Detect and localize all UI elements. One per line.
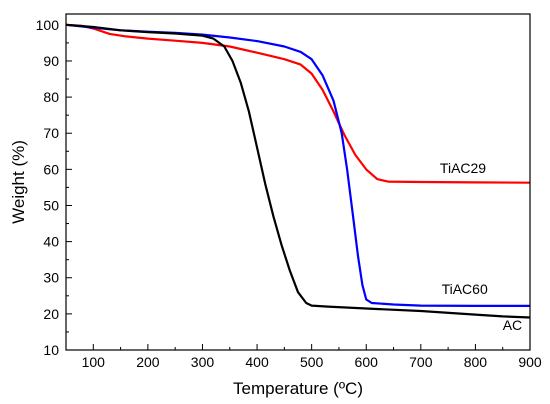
series-line-tiac29: [65, 23, 531, 184]
series-labels: TiAC29 TiAC60 AC: [440, 160, 522, 333]
y-tick-label: 40: [43, 234, 59, 250]
y-tick-label: 80: [43, 89, 59, 105]
y-tick-label: 10: [43, 342, 59, 358]
x-tick-label: 200: [136, 354, 160, 370]
y-tick-label: 60: [43, 161, 59, 177]
x-tick-label: 100: [82, 354, 106, 370]
y-tick-label: 70: [43, 125, 59, 141]
y-tick-label: 50: [43, 197, 59, 213]
series-layer: [65, 23, 531, 319]
x-tick-label: 900: [518, 354, 542, 370]
y-axis-title: Weight (%): [9, 140, 28, 224]
plot-frame: [65, 13, 531, 351]
x-tick-label: 800: [464, 354, 488, 370]
y-tick-label: 90: [43, 53, 59, 69]
x-tick-label: 500: [300, 354, 324, 370]
y-tick-label: 100: [36, 17, 60, 33]
series-label-tiac60: TiAC60: [442, 281, 488, 297]
x-axis-title: Temperature (ºC): [233, 379, 363, 398]
x-tick-label: 700: [409, 354, 433, 370]
y-tick-label: 30: [43, 270, 59, 286]
series-label-ac: AC: [503, 317, 522, 333]
x-tick-label: 400: [245, 354, 269, 370]
series-label-tiac29: TiAC29: [440, 160, 486, 176]
series-line-ac: [65, 23, 531, 319]
x-tick-label: 300: [191, 354, 215, 370]
x-tick-label: 600: [355, 354, 379, 370]
ticks-layer: 100 200 300 400 500 600 700 800 900 10 20 30 40 50 60 7…: [36, 17, 542, 370]
y-tick-label: 20: [43, 306, 59, 322]
